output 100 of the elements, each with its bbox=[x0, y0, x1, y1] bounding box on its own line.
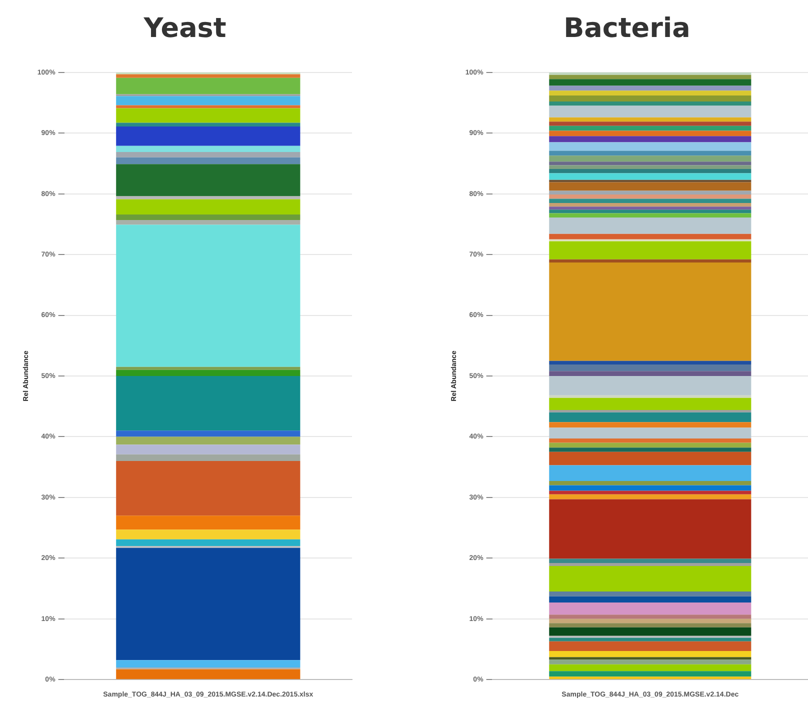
bar bbox=[549, 194, 752, 199]
bar bbox=[549, 618, 752, 624]
bar bbox=[549, 566, 752, 592]
bar bbox=[549, 657, 752, 660]
bar bbox=[549, 234, 752, 240]
bar bbox=[549, 202, 752, 207]
bar bbox=[116, 430, 300, 437]
bar bbox=[116, 108, 300, 123]
bar bbox=[549, 173, 752, 180]
bar bbox=[549, 428, 752, 439]
bar bbox=[549, 102, 752, 106]
bar bbox=[549, 438, 752, 443]
bar bbox=[549, 638, 752, 642]
bar bbox=[549, 485, 752, 491]
bar bbox=[116, 660, 300, 668]
bar bbox=[549, 74, 752, 80]
bar bbox=[116, 539, 300, 546]
bar bbox=[549, 395, 752, 398]
bar bbox=[116, 436, 300, 445]
bar bbox=[549, 602, 752, 615]
bar bbox=[116, 157, 300, 164]
bar bbox=[549, 262, 752, 361]
bar bbox=[549, 122, 752, 126]
bar bbox=[549, 596, 752, 602]
bar bbox=[549, 210, 752, 214]
bar bbox=[549, 452, 752, 466]
bar bbox=[116, 74, 300, 78]
bar bbox=[549, 371, 752, 376]
bar bbox=[549, 422, 752, 428]
bar bbox=[549, 106, 752, 118]
bar bbox=[116, 214, 300, 220]
bar bbox=[549, 117, 752, 122]
bar bbox=[116, 199, 300, 214]
bar bbox=[549, 481, 752, 486]
bar bbox=[116, 105, 300, 108]
bar bbox=[116, 669, 300, 680]
bar bbox=[116, 122, 300, 126]
bar bbox=[116, 461, 300, 516]
bar bbox=[116, 454, 300, 462]
bar bbox=[549, 651, 752, 658]
bar bbox=[116, 96, 300, 106]
bar bbox=[549, 448, 752, 452]
chart-title: Yeast bbox=[142, 13, 226, 44]
bar bbox=[549, 190, 752, 194]
bar bbox=[549, 86, 752, 91]
bar bbox=[116, 126, 300, 146]
bar bbox=[549, 627, 752, 636]
bar bbox=[116, 530, 300, 540]
bar bbox=[549, 156, 752, 162]
bar bbox=[549, 664, 752, 672]
bar bbox=[549, 259, 752, 262]
bar bbox=[549, 182, 752, 191]
bar bbox=[549, 206, 752, 210]
bar bbox=[549, 442, 752, 448]
bar bbox=[549, 165, 752, 169]
bar bbox=[116, 516, 300, 530]
bar bbox=[549, 126, 752, 131]
bar bbox=[116, 548, 300, 660]
bar bbox=[116, 146, 300, 152]
bar bbox=[549, 660, 752, 664]
bar bbox=[549, 398, 752, 410]
bar bbox=[116, 366, 300, 370]
bar bbox=[116, 220, 300, 225]
bar bbox=[549, 72, 752, 75]
bar bbox=[549, 180, 752, 182]
bar bbox=[116, 78, 300, 94]
bar bbox=[549, 641, 752, 652]
bar bbox=[549, 490, 752, 494]
bar bbox=[549, 198, 752, 203]
bar bbox=[549, 592, 752, 596]
bar bbox=[116, 152, 300, 158]
bar bbox=[549, 671, 752, 677]
bar bbox=[549, 376, 752, 396]
bar bbox=[549, 150, 752, 156]
bar bbox=[549, 623, 752, 628]
bar bbox=[116, 376, 300, 431]
bar bbox=[549, 360, 752, 364]
bar bbox=[549, 136, 752, 142]
bar bbox=[549, 218, 752, 234]
bar bbox=[116, 370, 300, 376]
bar bbox=[549, 614, 752, 619]
bar bbox=[549, 142, 752, 151]
bar bbox=[549, 90, 752, 96]
bar bbox=[549, 213, 752, 218]
bar bbox=[549, 95, 752, 102]
bar bbox=[549, 563, 752, 566]
bar bbox=[549, 499, 752, 559]
bar bbox=[549, 494, 752, 500]
bar bbox=[549, 241, 752, 260]
bar bbox=[549, 162, 752, 166]
bar bbox=[549, 130, 752, 136]
bar bbox=[116, 164, 300, 196]
bar bbox=[549, 676, 752, 680]
bar bbox=[549, 364, 752, 372]
bar bbox=[549, 412, 752, 422]
bar bbox=[116, 224, 300, 367]
bar bbox=[549, 168, 752, 174]
bar bbox=[549, 558, 752, 564]
bar bbox=[549, 465, 752, 482]
bar bbox=[116, 196, 300, 200]
